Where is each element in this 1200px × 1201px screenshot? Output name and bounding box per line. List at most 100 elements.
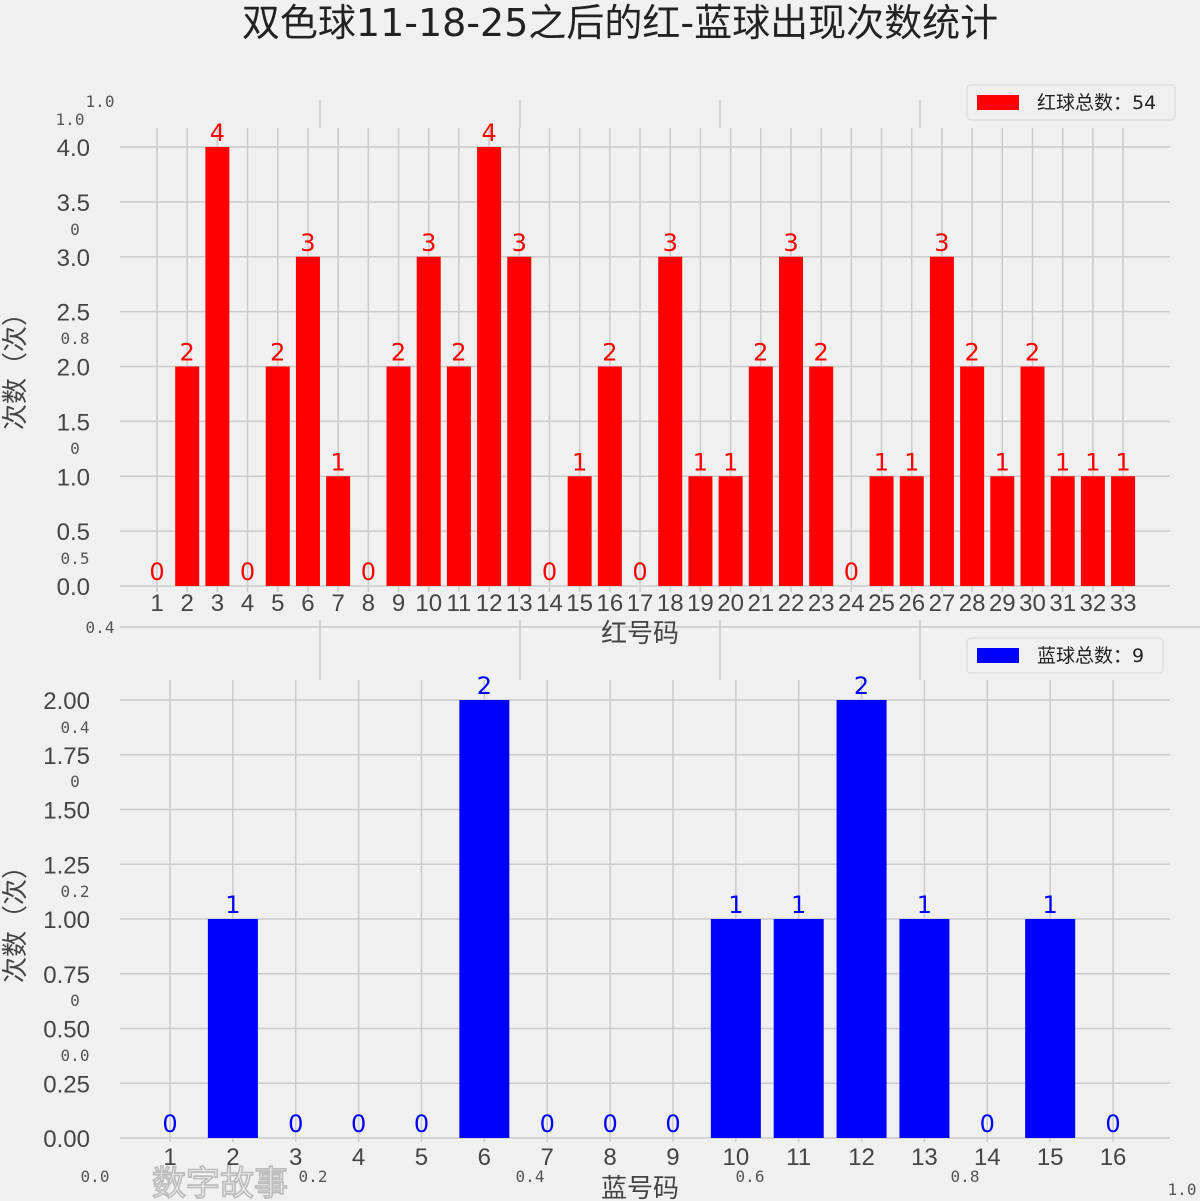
x-tick-label: 7	[541, 1144, 554, 1171]
ghost-tick-label: 0.4	[516, 1167, 545, 1186]
y-tick-label: 1.5	[57, 409, 90, 436]
data-label: 2	[814, 339, 829, 367]
bar	[459, 700, 510, 1138]
watermark: 数字故事	[152, 1164, 288, 1201]
y-axis-label: 次数（次）	[1, 853, 31, 983]
bar	[175, 366, 200, 586]
x-tick-label: 9	[392, 590, 405, 617]
data-label: 0	[602, 1110, 617, 1138]
bar	[990, 476, 1015, 586]
x-tick-label: 15	[1037, 1144, 1064, 1171]
data-label: 2	[391, 339, 406, 367]
bar	[748, 366, 773, 586]
ghost-tick-label: 0.0	[61, 1046, 90, 1065]
legend: 红球总数：54	[966, 84, 1176, 121]
data-label: 0	[1105, 1110, 1120, 1138]
x-axis-label: 红号码	[601, 619, 679, 649]
x-tick-label: 5	[415, 1144, 428, 1171]
data-label: 2	[270, 339, 285, 367]
data-label: 1	[1043, 891, 1058, 919]
ghost-tick-label: 0.2	[299, 1167, 328, 1186]
y-tick-label: 0.75	[43, 962, 90, 989]
bar	[688, 476, 713, 586]
data-label: 0	[980, 1110, 995, 1138]
x-tick-label: 5	[271, 590, 284, 617]
chart-title: 双色球11-18-25之后的红-蓝球出现次数统计	[242, 1, 998, 45]
y-tick-label: 2.00	[43, 688, 90, 715]
x-tick-label: 2	[181, 590, 194, 617]
y-tick-label: 0.50	[43, 1017, 90, 1044]
data-label: 3	[421, 229, 436, 257]
x-tick-label: 10	[415, 590, 442, 617]
ghost-tick-label: 0	[70, 772, 80, 791]
x-tick-label: 13	[911, 1144, 938, 1171]
x-tick-label: 12	[476, 590, 503, 617]
legend-box	[966, 84, 1176, 121]
x-tick-label: 21	[747, 590, 774, 617]
x-tick-label: 24	[838, 590, 865, 617]
y-tick-label: 0.5	[57, 519, 90, 546]
blue-ball-chart: 0.000.250.500.751.001.251.501.752.000112…	[1, 637, 1170, 1201]
x-tick-label: 17	[627, 590, 654, 617]
data-label: 0	[162, 1110, 177, 1138]
legend-swatch	[977, 95, 1019, 110]
data-label: 2	[451, 339, 466, 367]
x-tick-label: 10	[722, 1144, 749, 1171]
y-tick-label: 0.00	[43, 1126, 90, 1153]
y-tick-label: 4.0	[57, 135, 90, 162]
x-tick-label: 4	[241, 590, 254, 617]
data-label: 1	[904, 448, 919, 476]
y-tick-label: 2.5	[57, 300, 90, 327]
ghost-tick-label: 0.4	[86, 618, 115, 637]
bar	[658, 256, 683, 586]
x-tick-label: 23	[808, 590, 835, 617]
data-label: 0	[414, 1110, 429, 1138]
x-tick-label: 20	[717, 590, 744, 617]
x-tick-label: 33	[1110, 590, 1137, 617]
x-tick-label: 11	[786, 1144, 811, 1171]
ghost-tick-label: 0.2	[61, 882, 90, 901]
y-tick-label: 1.25	[43, 852, 90, 879]
y-tick-label: 0.0	[57, 574, 90, 601]
x-tick-label: 16	[596, 590, 623, 617]
data-label: 3	[783, 229, 798, 257]
ghost-tick-label: 1.0	[86, 92, 115, 111]
x-tick-label: 32	[1080, 590, 1107, 617]
data-label: 0	[632, 558, 647, 586]
data-label: 1	[693, 448, 708, 476]
ghost-tick-label: 0.6	[736, 1167, 765, 1186]
x-tick-label: 1	[163, 1144, 176, 1171]
ghost-tick-label: 0.8	[951, 1167, 980, 1186]
x-tick-label: 7	[331, 590, 344, 617]
x-tick-label: 13	[506, 590, 533, 617]
data-label: 2	[1025, 339, 1040, 367]
data-label: 4	[481, 119, 496, 147]
x-tick-label: 12	[848, 1144, 875, 1171]
bar	[710, 919, 761, 1138]
data-label: 0	[542, 558, 557, 586]
bar	[265, 366, 290, 586]
x-tick-label: 29	[989, 590, 1016, 617]
bar	[718, 476, 743, 586]
y-tick-label: 0.25	[43, 1071, 90, 1098]
x-tick-label: 28	[959, 590, 986, 617]
x-tick-label: 25	[868, 590, 895, 617]
bar	[477, 147, 502, 586]
data-label: 0	[361, 558, 376, 586]
x-tick-label: 8	[362, 590, 375, 617]
bar	[899, 919, 950, 1138]
y-tick-label: 1.50	[43, 798, 90, 825]
ghost-tick-label: 0.8	[61, 329, 90, 348]
x-tick-label: 27	[929, 590, 956, 617]
x-tick-label: 31	[1049, 590, 1076, 617]
ghost-tick-label: 0.4	[61, 718, 90, 737]
ghost-tick-label: 1.0	[56, 110, 85, 129]
bar	[597, 366, 622, 586]
bar	[207, 919, 258, 1138]
data-label: 2	[964, 339, 979, 367]
bar	[446, 366, 471, 586]
data-label: 0	[844, 558, 859, 586]
x-tick-label: 4	[352, 1144, 365, 1171]
